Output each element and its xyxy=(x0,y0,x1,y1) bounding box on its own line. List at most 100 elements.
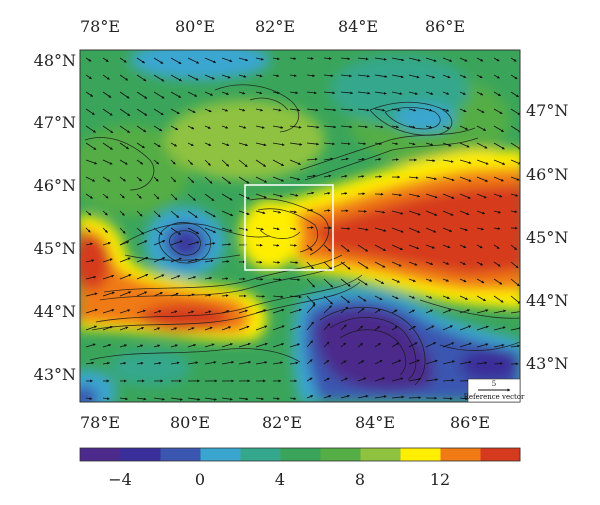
wind-vector xyxy=(306,244,313,251)
field-indigo-cell xyxy=(175,234,197,254)
wind-vector xyxy=(323,209,331,212)
wind-vector xyxy=(425,193,438,199)
wind-vector xyxy=(272,308,285,314)
wind-vector xyxy=(323,244,332,252)
wind-vector xyxy=(340,394,350,399)
wind-vector xyxy=(459,309,471,314)
wind-vector xyxy=(187,142,194,147)
wind-vector xyxy=(459,210,470,216)
wind-vector xyxy=(204,361,217,365)
wind-vector xyxy=(493,295,504,303)
wind-vector xyxy=(459,227,468,232)
wind-vector xyxy=(510,57,517,62)
wind-vector xyxy=(493,278,503,285)
wind-vector xyxy=(238,360,252,365)
wind-vector xyxy=(510,344,520,348)
lon-labels-top: 78°E 80°E 82°E 84°E 86°E xyxy=(80,17,465,36)
wind-vector xyxy=(238,74,247,78)
wind-vector xyxy=(510,142,520,150)
field-layer xyxy=(80,50,520,402)
lat-label-left: 48°N xyxy=(34,51,76,70)
wind-vector xyxy=(510,311,520,314)
wind-vector xyxy=(323,323,331,331)
field-red-far-west xyxy=(80,234,110,290)
contour-line xyxy=(119,223,271,246)
wind-vector xyxy=(238,227,249,231)
wind-vector xyxy=(391,158,399,162)
wind-vector xyxy=(272,176,285,182)
wind-vector xyxy=(136,108,148,116)
wind-vector xyxy=(323,125,337,129)
wind-vector xyxy=(408,193,421,198)
highlight-box xyxy=(244,184,334,271)
contour-line xyxy=(89,348,301,363)
wind-vector xyxy=(442,193,455,199)
wind-vector xyxy=(510,261,519,269)
wind-vector xyxy=(476,261,484,266)
wind-vector xyxy=(493,108,503,115)
wind-vector xyxy=(119,361,127,365)
wind-vector xyxy=(238,210,250,215)
wind-vector xyxy=(85,259,95,263)
wind-vector xyxy=(408,342,418,348)
wind-vector xyxy=(221,176,232,185)
wind-vector xyxy=(374,108,386,112)
wind-vector xyxy=(119,159,128,165)
colorbar-swatch xyxy=(240,448,281,461)
wind-vector xyxy=(306,295,316,306)
wind-vector xyxy=(289,361,299,365)
contour-line xyxy=(169,230,201,256)
wind-vector xyxy=(187,176,195,184)
wind-vector xyxy=(357,295,367,302)
contour-line xyxy=(304,137,479,181)
wind-vector xyxy=(136,176,142,182)
wind-vector xyxy=(136,125,147,133)
contour-line xyxy=(329,317,417,381)
wind-vector xyxy=(476,125,487,131)
wind-vector xyxy=(136,274,149,280)
wind-vector xyxy=(221,57,233,63)
wind-vector xyxy=(187,276,197,280)
wind-vector xyxy=(85,343,96,348)
wind-vector xyxy=(85,142,97,150)
wind-vector xyxy=(153,159,160,165)
wind-vector xyxy=(102,397,110,400)
wind-vector xyxy=(289,210,297,214)
wind-vector xyxy=(255,125,265,129)
wind-vector xyxy=(272,193,283,198)
lat-label-left: 44°N xyxy=(34,302,76,321)
wind-vector xyxy=(425,142,434,146)
wind-vector xyxy=(374,244,387,251)
wind-vector xyxy=(204,326,213,331)
reference-vector-box: 5 Reference vector xyxy=(464,378,525,403)
wind-vector xyxy=(493,227,501,230)
wind-vector xyxy=(289,176,301,181)
wind-vector xyxy=(408,325,416,331)
wind-vector xyxy=(102,227,108,233)
wind-vector xyxy=(289,325,302,331)
wind-vector xyxy=(323,295,333,305)
wind-vector xyxy=(340,295,350,304)
wind-vector xyxy=(357,342,364,348)
wind-vector xyxy=(221,227,233,232)
wind-vector xyxy=(442,210,454,216)
contour-line xyxy=(439,341,520,351)
wind-vector xyxy=(289,57,297,60)
wind-vector xyxy=(374,91,387,95)
wind-vector xyxy=(442,309,452,314)
wind-vector xyxy=(425,91,434,95)
wind-vector xyxy=(153,210,161,218)
wind-vector xyxy=(510,125,520,133)
wind-vector xyxy=(85,159,98,165)
wind-vector xyxy=(459,142,470,148)
wind-vector xyxy=(391,395,405,399)
lat-labels-left: 48°N 47°N 46°N 45°N 44°N 43°N xyxy=(34,51,76,384)
wind-vector xyxy=(187,343,197,348)
wind-vector xyxy=(306,125,320,129)
wind-vector xyxy=(289,227,297,231)
wind-vector xyxy=(136,210,143,217)
wind-vector xyxy=(476,227,484,231)
contour-line xyxy=(259,229,301,239)
wind-vector xyxy=(85,325,98,331)
